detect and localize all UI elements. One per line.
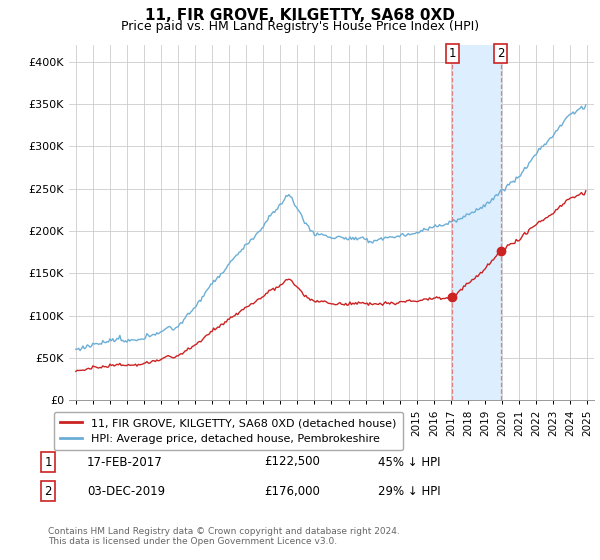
Text: Contains HM Land Registry data © Crown copyright and database right 2024.
This d: Contains HM Land Registry data © Crown c…: [48, 526, 400, 546]
Text: 2: 2: [44, 484, 52, 498]
Text: 03-DEC-2019: 03-DEC-2019: [87, 484, 165, 498]
Bar: [452, 45, 500, 400]
Text: 45% ↓ HPI: 45% ↓ HPI: [378, 455, 440, 469]
Text: 2: 2: [497, 46, 504, 59]
Text: 1: 1: [44, 455, 52, 469]
Legend: 11, FIR GROVE, KILGETTY, SA68 0XD (detached house), HPI: Average price, detached: 11, FIR GROVE, KILGETTY, SA68 0XD (detac…: [53, 412, 403, 450]
Text: 11, FIR GROVE, KILGETTY, SA68 0XD: 11, FIR GROVE, KILGETTY, SA68 0XD: [145, 8, 455, 24]
Text: 29% ↓ HPI: 29% ↓ HPI: [378, 484, 440, 498]
Text: 17-FEB-2017: 17-FEB-2017: [87, 455, 163, 469]
Text: £122,500: £122,500: [264, 455, 320, 469]
Text: £176,000: £176,000: [264, 484, 320, 498]
Text: Price paid vs. HM Land Registry's House Price Index (HPI): Price paid vs. HM Land Registry's House …: [121, 20, 479, 32]
Text: 1: 1: [448, 46, 456, 59]
